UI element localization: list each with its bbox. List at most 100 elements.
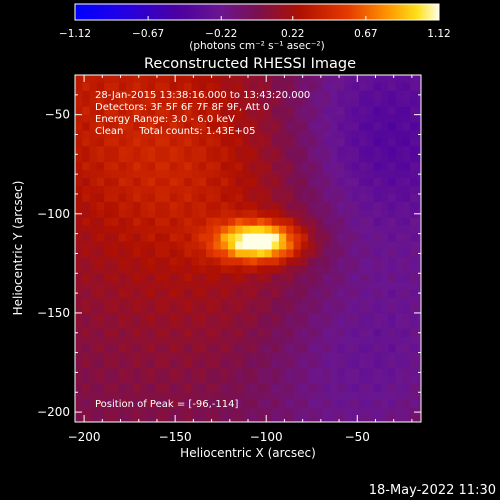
heatmap-cell [176, 416, 185, 422]
heatmap-cell [315, 186, 324, 195]
heatmap-cell [89, 217, 98, 227]
heatmap-cell [249, 257, 258, 266]
heatmap-cell [96, 273, 105, 282]
heatmap-cell [257, 344, 265, 354]
heatmap-cell [249, 201, 258, 211]
heatmap-cell [155, 162, 164, 171]
heatmap-cell [198, 312, 207, 322]
heatmap-cell [220, 312, 229, 322]
heatmap-cell [82, 114, 91, 124]
heatmap-cell [308, 297, 316, 306]
heatmap-cell [359, 170, 367, 179]
heatmap-cell [257, 75, 265, 84]
heatmap-cell [213, 122, 222, 132]
heatmap-cell [315, 201, 324, 211]
heatmap-cell [162, 257, 171, 266]
heatmap-cell [344, 289, 353, 298]
heatmap-cell [373, 273, 382, 282]
heatmap-cell [286, 328, 295, 338]
heatmap-cell [162, 154, 171, 163]
heatmap-cell [329, 162, 338, 171]
y-tick-label: −200 [37, 405, 70, 419]
heatmap-cell [417, 138, 421, 147]
heatmap-cell [213, 90, 222, 100]
heatmap-cell [198, 233, 207, 243]
heatmap-cell [257, 178, 265, 187]
heatmap-cell [315, 408, 324, 417]
heatmap-cell [344, 241, 353, 251]
heatmap-cell [140, 209, 149, 219]
heatmap-cell [410, 106, 418, 116]
heatmap-cell [75, 146, 83, 155]
heatmap-cell [373, 312, 382, 322]
heatmap-cell [191, 225, 200, 235]
heatmap-cell [344, 328, 353, 338]
heatmap-cell [140, 376, 149, 385]
heatmap-cell [264, 225, 273, 235]
heatmap-cell [118, 281, 127, 290]
heatmap-cell [89, 106, 98, 116]
heatmap-cell [322, 289, 331, 298]
heatmap-cell [111, 75, 120, 84]
heatmap-cell [235, 336, 244, 346]
heatmap-cell [257, 384, 265, 393]
heatmap-cell [271, 320, 280, 330]
y-tick-label: −100 [37, 207, 70, 221]
heatmap-cell [351, 130, 360, 140]
heatmap-cell [337, 257, 346, 266]
heatmap-cell [395, 186, 404, 195]
heatmap-cell [315, 225, 324, 235]
heatmap-cell [220, 233, 229, 243]
heatmap-cell [337, 193, 346, 203]
heatmap-cell [169, 217, 178, 227]
heatmap-cell [198, 209, 207, 219]
heatmap-cell [388, 265, 397, 274]
heatmap-cell [133, 170, 142, 179]
heatmap-cell [257, 416, 265, 422]
heatmap-cell [147, 320, 156, 330]
heatmap-cell [286, 233, 295, 243]
heatmap-cell [155, 257, 164, 266]
heatmap-cell [366, 384, 375, 393]
heatmap-cell [337, 408, 346, 417]
heatmap-cell [308, 90, 316, 100]
heatmap-cell [322, 122, 331, 132]
heatmap-cell [402, 90, 411, 100]
heatmap-cell [82, 154, 91, 163]
heatmap-cell [242, 233, 251, 243]
heatmap-cell [96, 82, 105, 92]
heatmap-cell [351, 360, 360, 370]
heatmap-cell [286, 75, 295, 84]
heatmap-cell [169, 416, 178, 422]
heatmap-cell [125, 265, 134, 274]
heatmap-cell [118, 122, 127, 132]
heatmap-cell [293, 225, 302, 235]
heatmap-cell [395, 344, 404, 354]
heatmap-cell [278, 178, 287, 187]
heatmap-cell [257, 154, 265, 163]
heatmap-cell [249, 90, 258, 100]
heatmap-cell [286, 320, 295, 330]
heatmap-cell [89, 201, 98, 211]
heatmap-cell [75, 178, 83, 187]
heatmap-cell [118, 265, 127, 274]
heatmap-cell [300, 98, 309, 108]
heatmap-cell [249, 193, 258, 203]
heatmap-cell [206, 249, 214, 259]
heatmap-cell [191, 162, 200, 171]
heatmap-cell [402, 114, 411, 124]
heatmap-cell [184, 312, 193, 322]
heatmap-cell [198, 320, 207, 330]
heatmap-cell [206, 122, 214, 132]
heatmap-cell [104, 265, 113, 274]
heatmap-cell [264, 305, 273, 314]
heatmap-cell [198, 336, 207, 346]
heatmap-cell [206, 344, 214, 354]
heatmap-cell [89, 130, 98, 140]
heatmap-cell [198, 305, 207, 314]
heatmap-cell [359, 193, 367, 203]
heatmap-cell [315, 305, 324, 314]
heatmap-cell [249, 98, 258, 108]
heatmap-cell [198, 82, 207, 92]
heatmap-cell [410, 201, 418, 211]
